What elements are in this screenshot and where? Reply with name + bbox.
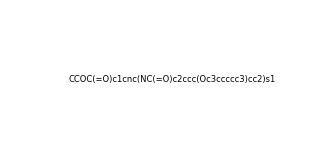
Text: CCOC(=O)c1cnc(NC(=O)c2ccc(Oc3ccccc3)cc2)s1: CCOC(=O)c1cnc(NC(=O)c2ccc(Oc3ccccc3)cc2)… <box>68 75 275 84</box>
